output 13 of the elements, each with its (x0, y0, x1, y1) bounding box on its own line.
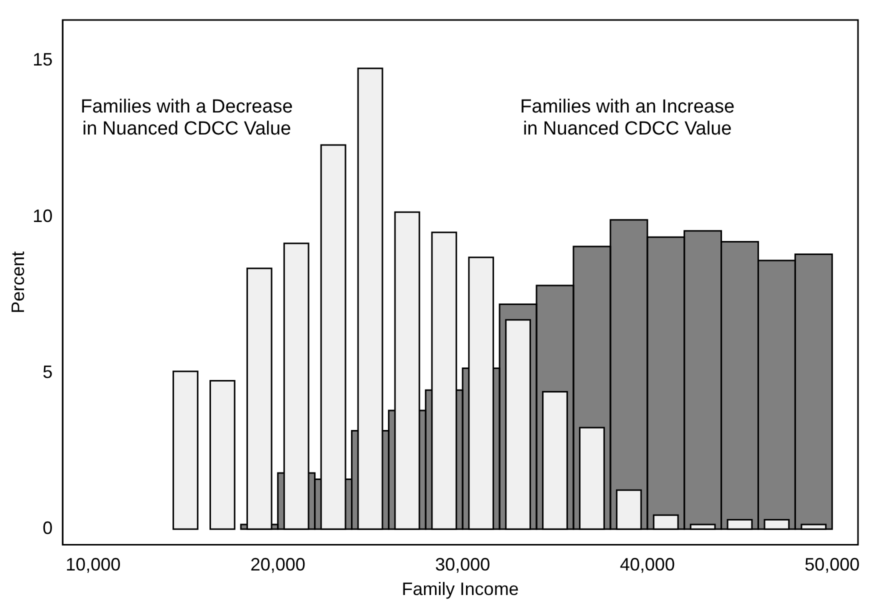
x-tick-label: 20,000 (250, 554, 306, 575)
x-tick-label: 10,000 (66, 554, 121, 575)
annotation: Families with an Increase in Nuanced CDCC Value (520, 96, 735, 140)
x-tick-label: 50,000 (804, 554, 860, 575)
y-tick-label: 10 (32, 206, 53, 226)
y-axis-title: Percent (8, 251, 28, 314)
x-tick-label: 30,000 (435, 554, 490, 575)
y-tick-label: 15 (32, 50, 53, 70)
y-tick-label: 0 (42, 518, 53, 538)
x-tick-label: 40,000 (620, 554, 675, 575)
x-axis-title: Family Income (402, 579, 519, 600)
y-tick-label: 5 (42, 362, 53, 382)
annotation: Families with a Decrease in Nuanced CDCC Value (80, 96, 293, 140)
